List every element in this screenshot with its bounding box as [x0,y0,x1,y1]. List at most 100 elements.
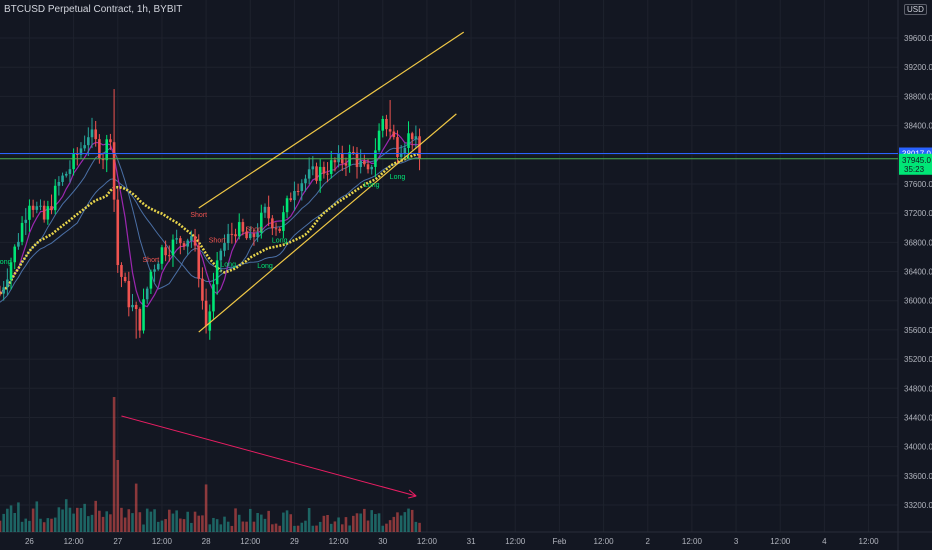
candle-body [219,250,223,261]
time-tick-label: 12:00 [505,537,526,546]
volume-bar [64,499,68,532]
candle-body [241,222,245,232]
volume-bar [186,511,189,532]
volume-bar [300,522,304,532]
candle-body [311,166,315,170]
candle-body [0,293,2,295]
candle-body [234,234,237,237]
candle-body [116,199,120,266]
volume-bar [171,513,175,532]
volume-bar [123,517,127,532]
volume-bar [0,520,2,532]
candle-body [410,133,414,140]
volume-bar [50,518,53,532]
signal-label-long: Long [272,237,288,244]
candle-body [120,265,123,277]
volume-bar [182,519,186,532]
volume-bar [127,509,131,532]
candle-body [248,233,252,239]
trendlines[interactable] [0,31,898,333]
candle-body [315,166,318,181]
volume-bar [57,507,61,532]
volume-bar [223,516,226,532]
candle-body [175,238,178,240]
volume-bar [98,510,101,532]
volume-bar [237,514,241,532]
candle-body [329,160,333,174]
candle-body [193,236,197,246]
candle-body [385,118,388,130]
candle-body [20,222,24,242]
volume-bar [396,512,399,532]
candle-body [256,232,259,238]
volume-bar [145,508,149,532]
volume-bar [322,515,326,532]
price-tick-label: 34400.0 [904,413,932,422]
candle-body [204,300,208,327]
candle-body [168,255,171,257]
volume-bar [289,514,293,532]
volume-bar [363,508,366,532]
volume-bar [131,513,134,532]
candle-body [307,169,311,179]
volume-bar [53,517,57,532]
volume-bar [293,525,296,532]
candle-body [127,281,131,308]
signal-label-long: Long [257,263,273,270]
volume-bar [274,523,278,532]
volume-bar [388,520,392,532]
volume-bar [326,515,329,532]
volume-bar [90,514,94,532]
candle-body [186,240,189,247]
volume-bar [72,513,75,532]
signal-label-long: Long [364,182,380,189]
volume-bar [31,508,35,532]
volume-bar [348,525,351,532]
volume-bar [160,520,164,532]
candle-body [68,169,72,174]
candle-body [271,218,274,229]
volume-bar [230,525,234,532]
candle-body [53,185,57,211]
volume-bar [329,523,333,532]
currency-unit-badge[interactable]: USD [904,4,927,15]
candle-body [414,136,418,140]
candle-body [289,198,293,201]
candle-body [366,164,370,170]
price-tick-label: 34800.0 [904,384,932,393]
candle-body [109,139,112,143]
candle-body [370,166,374,170]
time-tick-label: 28 [202,537,211,546]
time-tick-label: 2 [646,537,651,546]
price-tick-label: 38800.0 [904,92,932,101]
trade-signals: Long Short Short Short Long Short Long Long Long… [0,174,405,270]
candle-body [24,219,28,223]
candlesticks [0,89,421,340]
time-axis[interactable]: 26 12:00 27 12:00 28 12:00 29 12:00 30 12:00 31 12:… [25,537,879,546]
time-tick-label: 12:00 [859,537,880,546]
volume-bar [381,525,385,532]
signal-label-long: Long [220,261,236,268]
candle-body [6,279,9,288]
volume-bar [142,524,145,532]
candle-body [201,278,204,301]
candle-body [142,299,145,331]
volume-bar [271,524,274,532]
time-tick-label: 26 [25,537,34,546]
candle-body [182,243,186,247]
candle-body [17,241,20,247]
volume-bar [377,513,381,532]
time-tick-label: 12:00 [594,537,615,546]
volume-bar [138,512,142,532]
candle-body [278,228,281,231]
volume-bar [208,524,212,532]
volume-bar [83,503,86,532]
time-tick-label: 12:00 [329,537,350,546]
price-axis[interactable]: 39600.039200.038800.038400.038000.037600… [904,4,932,510]
time-tick-label: 12:00 [64,537,85,546]
volume-bar [260,514,263,532]
volume-bar [101,516,105,532]
candle-body [230,233,234,235]
candle-body [87,137,90,146]
